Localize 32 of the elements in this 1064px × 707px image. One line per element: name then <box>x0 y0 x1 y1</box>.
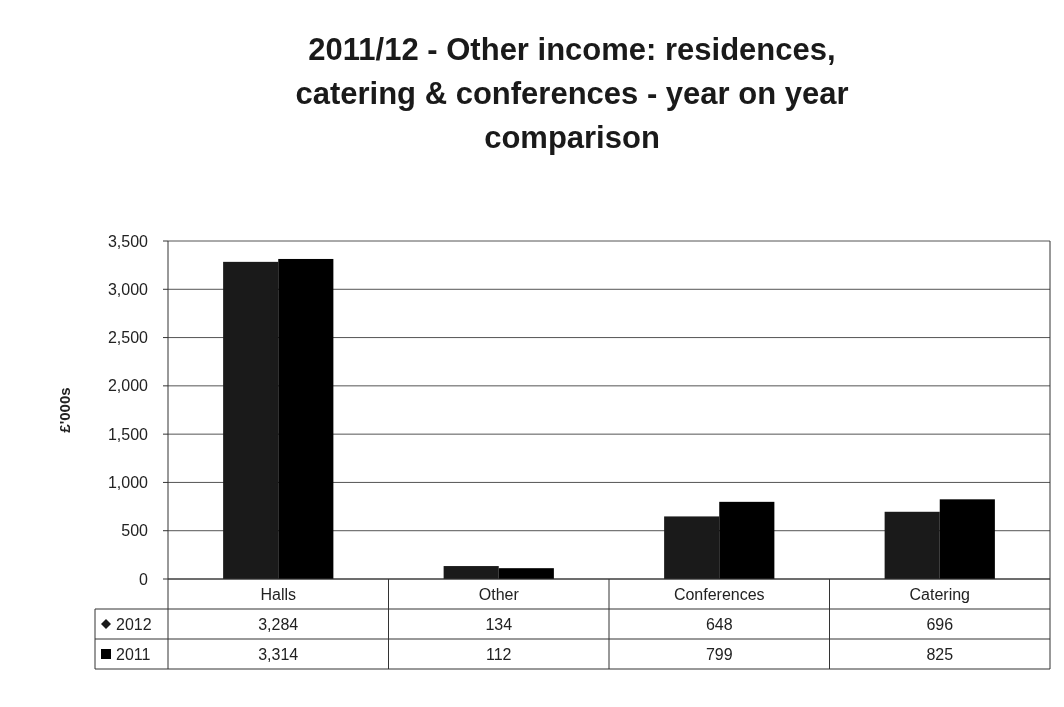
bar <box>884 511 940 579</box>
y-tick-label: 1,000 <box>107 474 149 492</box>
y-tick-label: 0 <box>139 570 149 588</box>
data-label: 134 <box>485 615 513 633</box>
bar <box>719 501 775 579</box>
bar <box>939 499 995 579</box>
y-axis-title: £'000s <box>56 387 73 433</box>
data-label: 825 <box>926 645 954 663</box>
legend-label: 2012 <box>116 615 152 633</box>
bar <box>223 261 279 579</box>
bar <box>498 568 554 579</box>
data-label: 3,314 <box>258 645 299 663</box>
data-label: 648 <box>705 615 733 633</box>
bar <box>278 258 334 579</box>
x-tick-label: Other <box>478 585 520 603</box>
y-tick-label: 2,500 <box>107 329 149 347</box>
x-tick-label: Halls <box>260 585 297 603</box>
data-label: 112 <box>485 645 512 663</box>
y-tick-label: 1,500 <box>107 425 149 443</box>
x-tick-label: Conferences <box>673 585 765 603</box>
data-label: 696 <box>926 615 954 633</box>
data-label: 799 <box>705 645 733 663</box>
legend-label: 2011 <box>116 645 151 663</box>
bar <box>443 566 499 579</box>
y-tick-label: 3,500 <box>107 232 149 250</box>
y-tick-label: 3,000 <box>107 280 149 298</box>
data-label: 3,284 <box>258 615 299 633</box>
bar <box>664 516 720 579</box>
x-tick-label: Catering <box>909 585 970 603</box>
y-tick-label: 2,000 <box>107 377 149 395</box>
chart-title: 2011/12 - Other income: residences, catering & conferences - year on year comparison <box>295 32 849 155</box>
y-tick-label: 500 <box>121 522 149 540</box>
